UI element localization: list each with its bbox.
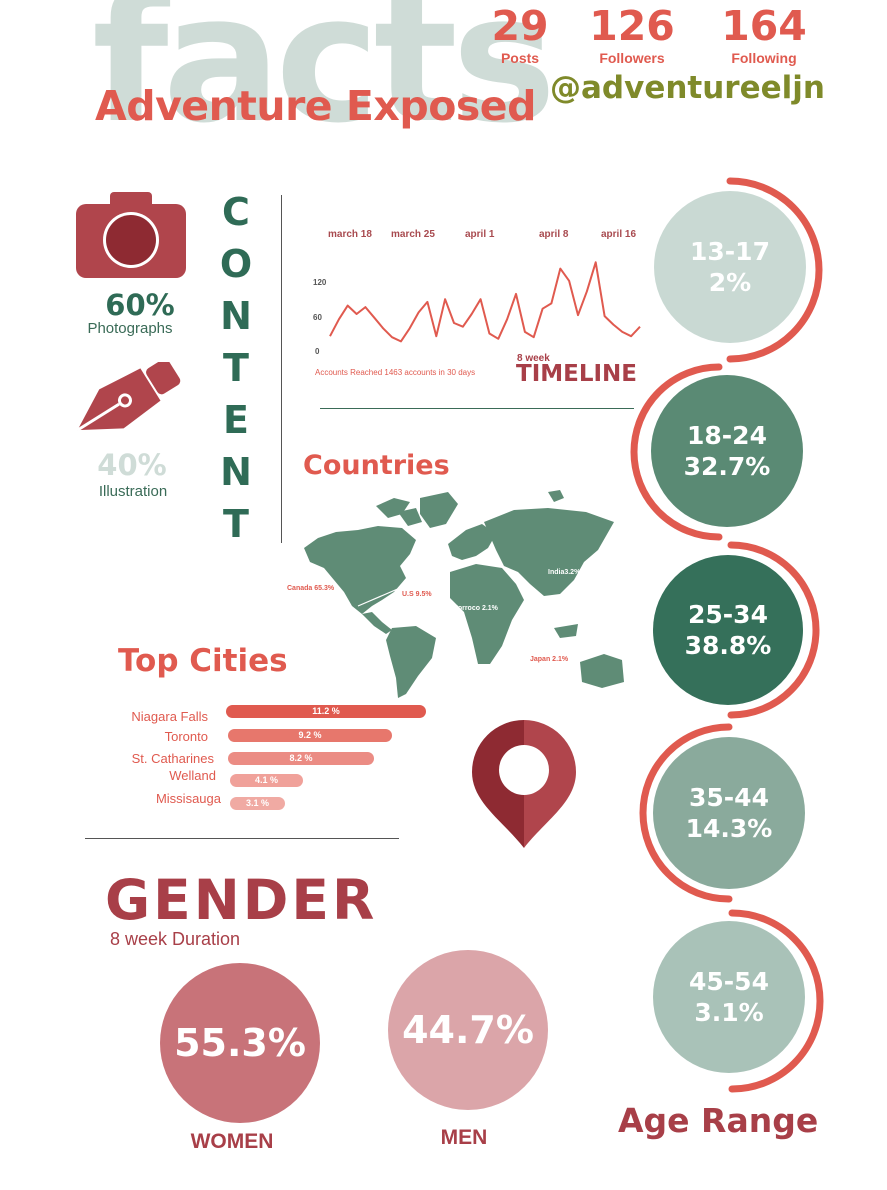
cities-divider	[85, 838, 399, 839]
men-circle: 44.7%	[388, 950, 548, 1110]
age-percent-label: 3.1%	[694, 998, 764, 1027]
timeline-divider	[320, 408, 634, 409]
photographs-percent: 60%	[105, 288, 175, 322]
timeline-date-4: april 8	[539, 229, 569, 240]
map-label-canada: Canada 65.3%	[287, 585, 335, 592]
content-letter-5: E	[223, 398, 249, 442]
world-map-icon	[304, 490, 624, 698]
top-cities-title: Top Cities	[118, 643, 288, 679]
age-range-label: 35-44	[689, 782, 769, 812]
timeline-date-3: april 1	[465, 229, 495, 240]
age-range-label: 25-34	[688, 599, 768, 629]
timeline-date-1: march 18	[328, 229, 372, 240]
age-range-title: Age Range	[618, 1101, 819, 1140]
timeline-series-line	[329, 261, 641, 343]
stat-followers-label: Followers	[599, 50, 665, 66]
age-percent-label: 32.7%	[683, 452, 771, 481]
timeline-date-5: april 16	[601, 229, 637, 240]
age-percent-label: 14.3%	[685, 814, 773, 843]
city-bar-niagara-falls: 11.2 %	[226, 705, 426, 718]
stat-following: 164 Following	[712, 2, 816, 67]
timeline-chart	[329, 261, 641, 343]
background-word: facts	[92, 0, 557, 162]
stat-following-label: Following	[731, 50, 797, 66]
content-divider	[281, 195, 282, 543]
camera-icon	[76, 192, 186, 278]
city-name-st-catharines: St. Catharines	[131, 751, 214, 766]
city-bar-missisauga: 3.1 %	[230, 797, 285, 810]
age-circle-25-34: 25-34 38.8%	[653, 555, 803, 705]
illustration-label: Illustration	[98, 483, 168, 500]
timeline-title: TIMELINE	[516, 361, 638, 387]
content-letter-1: C	[222, 190, 250, 234]
city-bar-st-catharines: 8.2 %	[228, 752, 374, 765]
age-circle-13-17: 13-17 2%	[654, 191, 806, 343]
city-bar-welland: 4.1 %	[230, 774, 303, 787]
city-bar-toronto: 9.2 %	[228, 729, 392, 742]
content-letter-4: T	[223, 346, 249, 390]
city-name-niagara-falls: Niagara Falls	[131, 709, 208, 724]
content-letter-7: T	[223, 502, 249, 546]
city-name-welland: Welland	[169, 768, 216, 783]
age-percent-label: 2%	[708, 268, 752, 297]
stat-following-value: 164	[721, 2, 807, 50]
timeline-date-2: march 25	[391, 229, 435, 240]
map-label-japan: Japan 2.1%	[530, 656, 569, 663]
timeline-ytick-0: 0	[315, 347, 320, 356]
illustration-percent: 40%	[97, 448, 167, 482]
age-range-label: 13-17	[690, 236, 770, 266]
stat-followers-value: 126	[589, 2, 675, 50]
age-range-label: 18-24	[687, 420, 767, 450]
content-letter-6: N	[220, 450, 252, 494]
photographs-label: Photographs	[87, 320, 173, 337]
age-circle-18-24: 18-24 32.7%	[651, 375, 803, 527]
map-label-india: India3.2%	[548, 569, 581, 576]
timeline-subtitle: 8 week	[517, 353, 550, 364]
stat-posts-label: Posts	[500, 50, 540, 66]
city-name-toronto: Toronto	[164, 729, 208, 744]
age-circle-45-54: 45-54 3.1%	[653, 921, 805, 1073]
map-label-us: U.S 9.5%	[402, 591, 432, 598]
age-percent-label: 38.8%	[684, 631, 772, 660]
stat-posts-value: 29	[491, 2, 549, 50]
age-circle-35-44: 35-44 14.3%	[653, 737, 805, 889]
gender-title: GENDER	[105, 868, 378, 932]
content-letter-2: O	[219, 242, 253, 286]
content-letter-3: N	[220, 294, 252, 338]
countries-title: Countries	[303, 450, 450, 481]
account-handle: @adventureeljn	[550, 70, 825, 106]
pen-nib-icon	[76, 362, 181, 432]
age-range-label: 45-54	[689, 966, 769, 996]
stat-posts: 29 Posts	[482, 2, 558, 67]
stat-followers: 126 Followers	[582, 2, 682, 67]
location-pin-icon	[472, 720, 576, 848]
women-circle: 55.3%	[160, 963, 320, 1123]
men-label: MEN	[440, 1126, 488, 1149]
timeline-ytick-120: 120	[313, 278, 327, 287]
gender-subtitle: 8 week Duration	[110, 929, 241, 949]
city-name-missisauga: Missisauga	[155, 791, 221, 806]
timeline-ytick-60: 60	[313, 313, 322, 322]
map-label-morroco: Morroco 2.1%	[452, 605, 498, 612]
page-title: Adventure Exposed	[95, 82, 536, 130]
timeline-caption: Accounts Reached 1463 accounts in 30 day…	[315, 368, 476, 377]
women-label: WOMEN	[190, 1130, 274, 1153]
